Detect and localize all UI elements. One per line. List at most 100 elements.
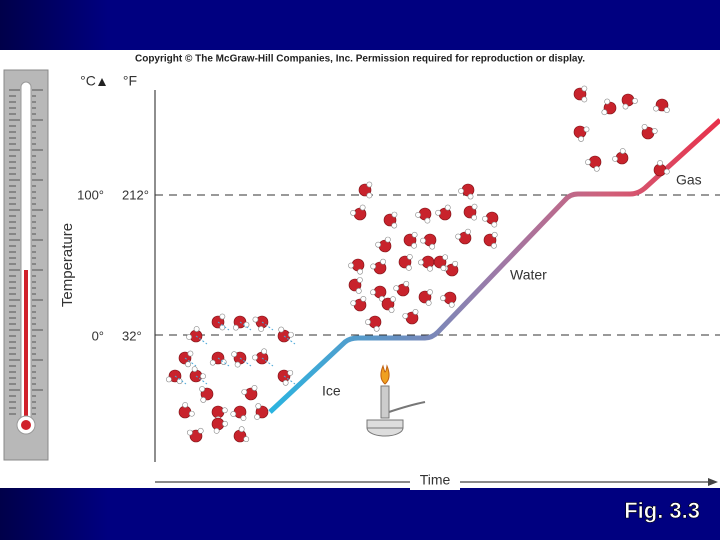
water-molecule (415, 207, 432, 224)
hydrogen (254, 414, 260, 420)
thermometer-bulb-fluid (21, 420, 31, 430)
hydrogen (391, 211, 398, 218)
hydrogen (411, 231, 418, 238)
hydrogen (471, 203, 478, 210)
hydrogen (350, 300, 357, 306)
hydrogen (366, 192, 373, 199)
water-molecule (381, 296, 396, 313)
hydrogen (165, 376, 172, 383)
hydrogen (252, 316, 259, 323)
celsius-label: 100° (77, 187, 104, 202)
hydrogen (491, 242, 497, 249)
water-molecule (348, 277, 363, 294)
figure-caption: Fig. 3.3 (624, 498, 700, 523)
water-molecule (370, 285, 387, 302)
unit-celsius: °C (80, 73, 96, 89)
hydrogen (663, 107, 670, 113)
hydrogen (491, 231, 498, 238)
hydrogen (240, 415, 247, 421)
hydrogen (384, 236, 391, 243)
water-molecule (455, 228, 472, 245)
water-molecule (440, 291, 457, 308)
hydrogen (365, 319, 371, 325)
hydrogen (234, 361, 241, 368)
hydrogen (200, 397, 207, 403)
hydrogen (230, 411, 237, 417)
hydrogen (412, 309, 419, 315)
hydrogen (612, 155, 618, 162)
water-molecule (433, 254, 449, 271)
hydrogen (373, 325, 380, 332)
x-axis-arrow (708, 478, 718, 486)
water-molecule (211, 405, 228, 422)
hydrogen (435, 209, 442, 216)
y-axis-arrow (98, 78, 106, 86)
water-molecule (241, 385, 258, 401)
hydrogen (187, 350, 194, 357)
hydrogen (420, 237, 426, 244)
hydrogen (663, 168, 670, 175)
phase-label: Water (510, 267, 547, 283)
hydrogen (452, 260, 459, 267)
hydrogen (444, 204, 451, 211)
x-axis-label: Time (420, 472, 451, 488)
water-molecule (653, 160, 670, 177)
hydrogen (356, 277, 363, 283)
hydrogen (252, 354, 258, 361)
hydrogen (185, 361, 191, 368)
hydrogen (641, 123, 648, 130)
hydrogen (255, 403, 262, 409)
water-molecule (601, 98, 617, 116)
water-molecule (573, 85, 588, 103)
hydrogen (403, 280, 410, 287)
celsius-label: 0° (92, 328, 104, 343)
water-molecule (199, 386, 214, 403)
phase-label: Gas (676, 172, 702, 188)
x-label-bg (410, 472, 460, 490)
molecules (165, 85, 670, 443)
water-molecule (178, 402, 195, 419)
hydrogen (182, 402, 189, 408)
hydrogen (429, 243, 436, 250)
hydrogen (375, 241, 382, 248)
hydrogen (243, 321, 250, 328)
water-molecule (402, 309, 419, 325)
hydrogen (219, 313, 226, 320)
water-molecule (358, 181, 373, 199)
hydrogen (593, 165, 600, 172)
y-axis-label: Temperature (59, 223, 76, 307)
water-molecule (375, 236, 392, 253)
water-molecule (393, 280, 410, 297)
phase-label: Ice (322, 383, 341, 399)
hydrogen (200, 373, 206, 380)
hydrogen (287, 369, 294, 376)
hydrogen (427, 265, 433, 272)
water-molecule (585, 155, 602, 172)
hydrogen (653, 105, 659, 112)
water-molecule (573, 125, 590, 142)
hydrogen (370, 289, 376, 296)
hydrogen (424, 217, 431, 224)
hydrogen (261, 348, 267, 355)
hydrogen (231, 351, 238, 358)
hydrogen (455, 233, 462, 240)
hydrogen (366, 181, 373, 188)
thermometer-scale (9, 89, 43, 415)
hydrogen (491, 221, 498, 228)
water-molecule (233, 426, 250, 443)
water-molecule (420, 233, 437, 250)
hydrogen (415, 211, 421, 218)
hydrogen (619, 148, 626, 154)
hydrogen (583, 126, 590, 133)
hydrogen (209, 359, 216, 366)
hydrogen (604, 98, 611, 105)
hydrogen (585, 159, 591, 166)
water-molecule (350, 295, 367, 312)
hydrogen (581, 85, 588, 92)
hydrogen (578, 136, 584, 142)
water-molecule (641, 123, 658, 140)
hydrogen (359, 204, 366, 211)
water-molecule (621, 93, 638, 110)
hydrogen (390, 296, 396, 303)
